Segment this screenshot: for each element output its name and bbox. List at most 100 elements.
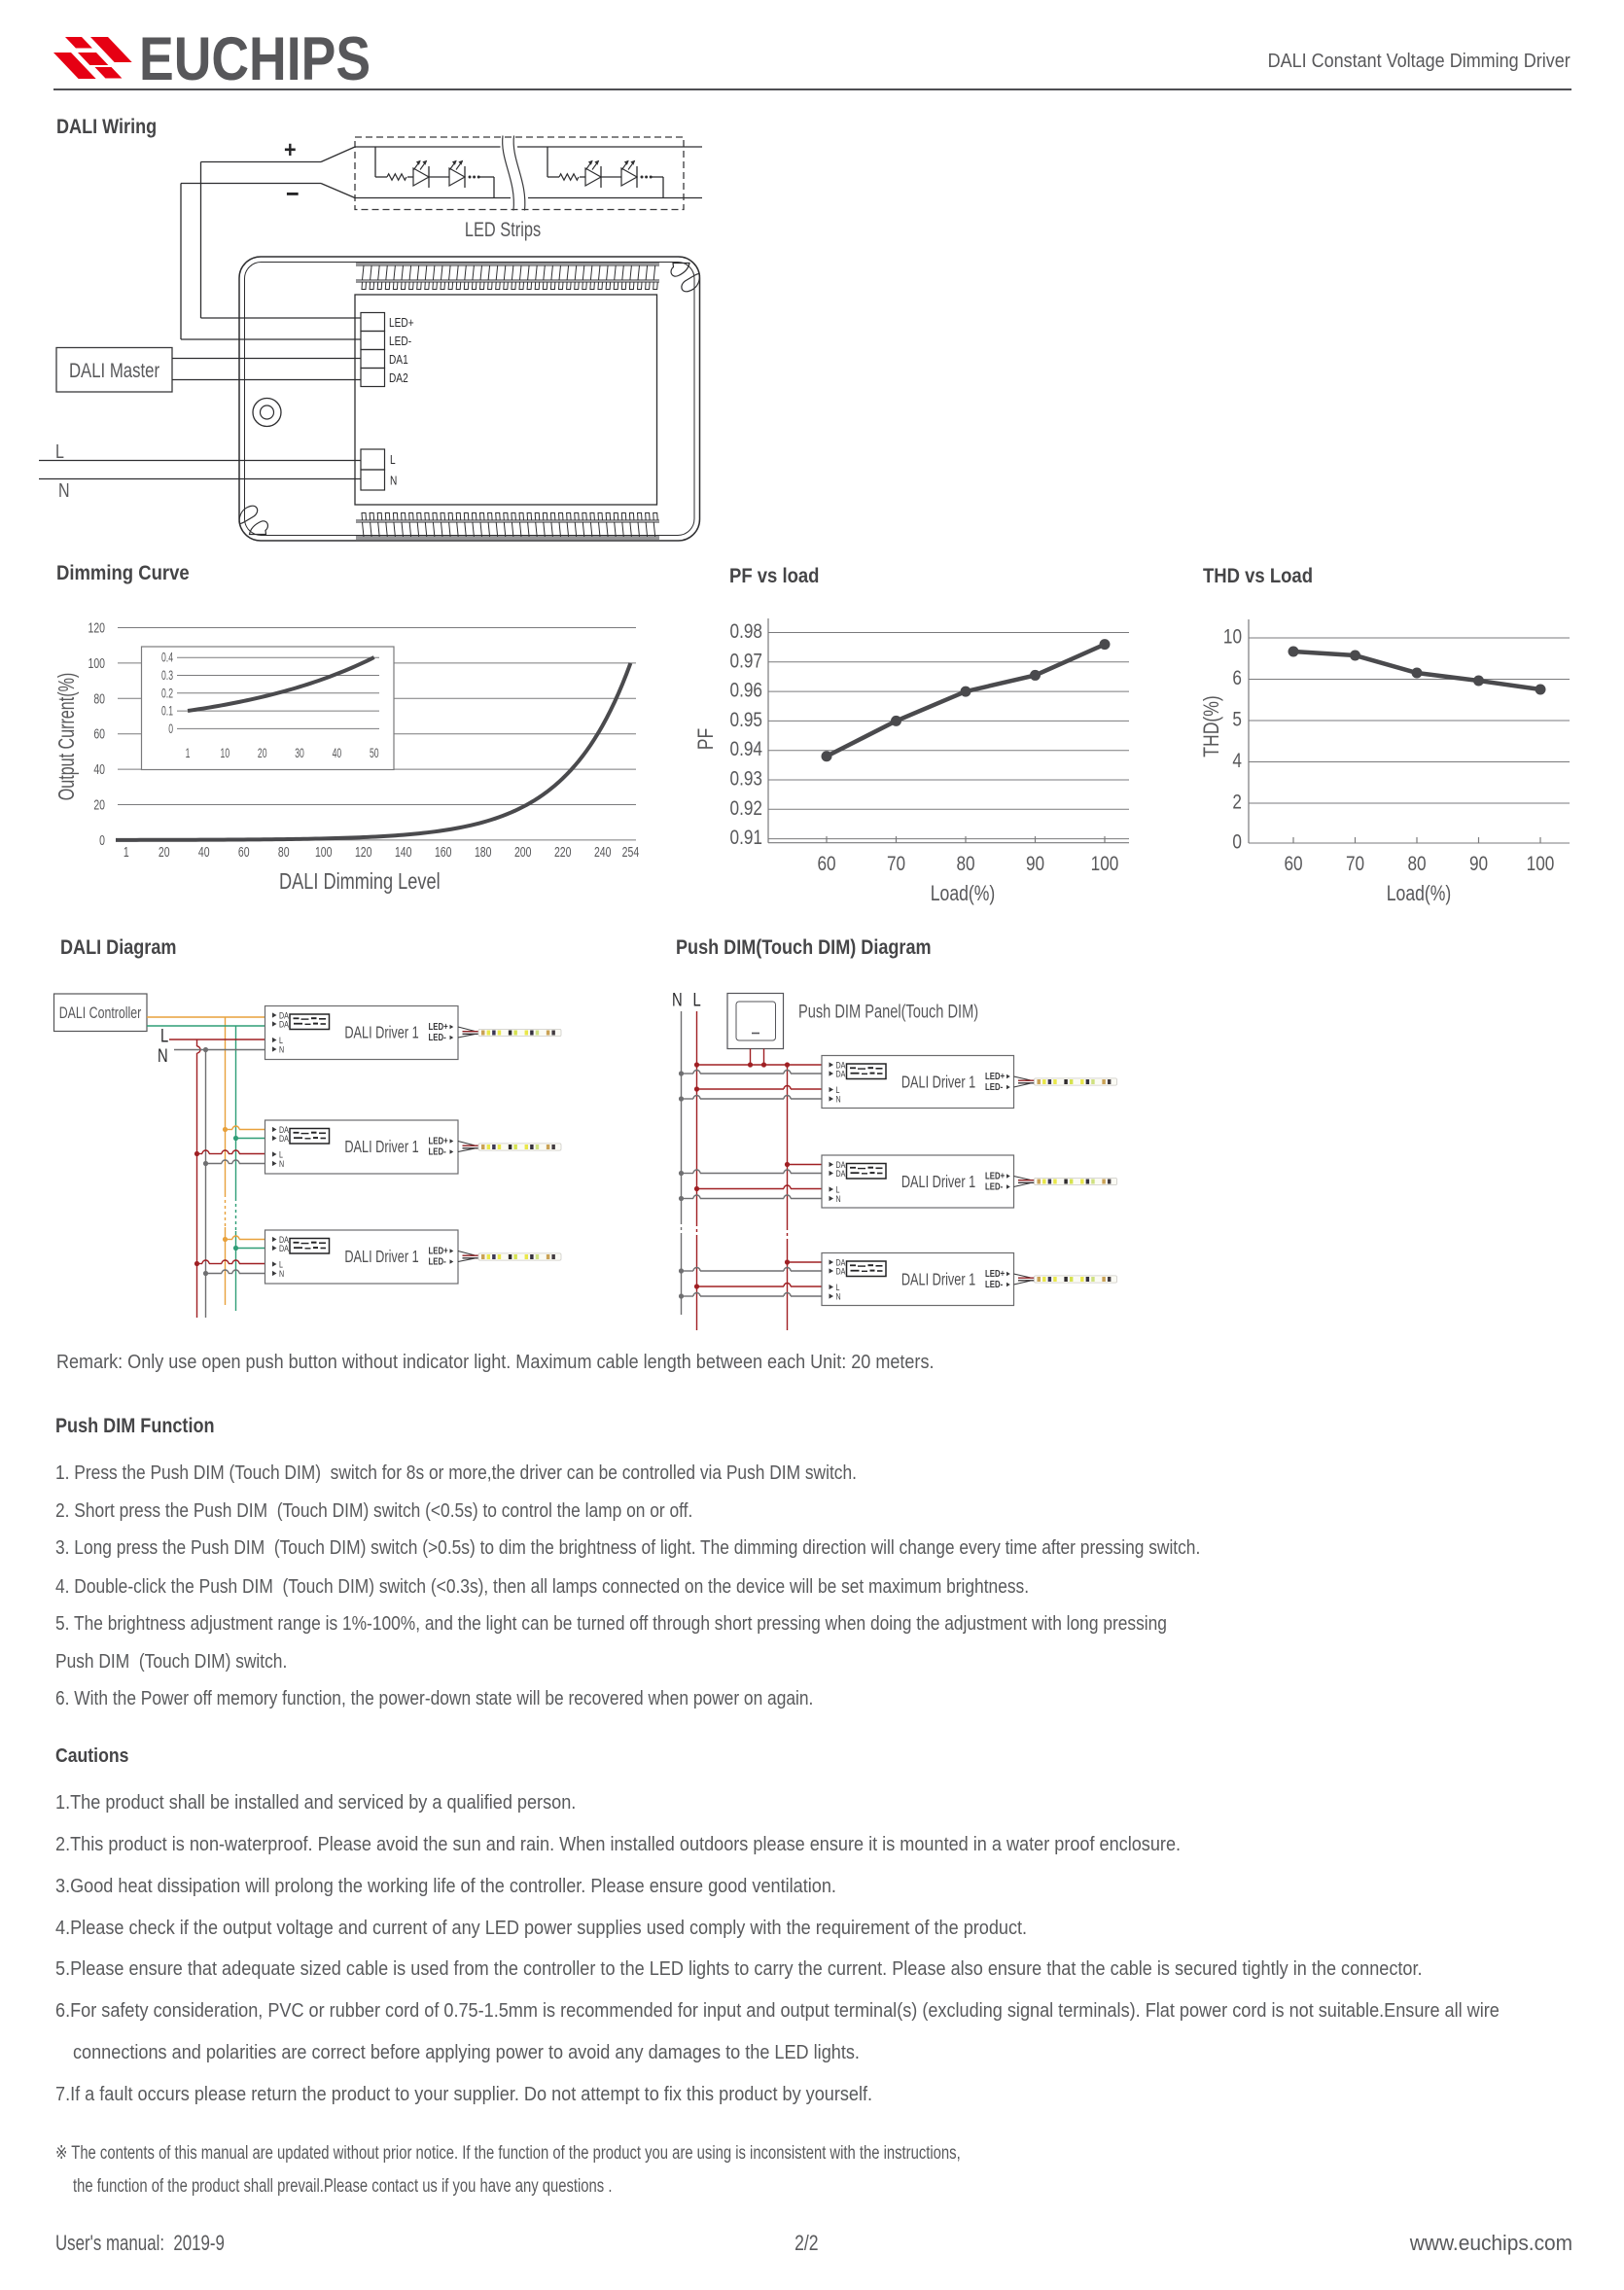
svg-text:DA: DA (836, 1168, 846, 1179)
svg-text:N: N (158, 1045, 168, 1066)
svg-text:N: N (672, 990, 683, 1010)
svg-text:N: N (836, 1093, 841, 1104)
svg-text:DA: DA (279, 1018, 289, 1029)
svg-text:254: 254 (622, 843, 640, 860)
svg-text:0.2: 0.2 (161, 687, 173, 701)
svg-text:PF: PF (694, 728, 718, 750)
svg-text:DALI Driver 1: DALI Driver 1 (901, 1074, 975, 1092)
svg-text:100: 100 (1091, 852, 1119, 875)
svg-text:LED-: LED- (429, 1146, 446, 1157)
svg-text:L: L (693, 990, 701, 1010)
svg-text:LED-: LED- (985, 1081, 1003, 1092)
svg-text:80: 80 (956, 852, 974, 875)
svg-text:DA: DA (836, 1159, 846, 1170)
svg-text:DA: DA (836, 1256, 846, 1267)
svg-text:80: 80 (278, 843, 290, 860)
svg-text:1: 1 (186, 747, 191, 760)
svg-text:N: N (836, 1290, 841, 1301)
svg-text:DALI Controller: DALI Controller (59, 1004, 142, 1022)
svg-text:5: 5 (1232, 708, 1242, 731)
svg-text:90: 90 (1026, 852, 1044, 875)
svg-text:60: 60 (817, 852, 835, 875)
svg-text:LED+: LED+ (389, 316, 414, 330)
svg-text:120: 120 (88, 619, 105, 636)
svg-text:LED Strips: LED Strips (465, 218, 541, 240)
svg-text:0: 0 (168, 722, 173, 736)
svg-text:180: 180 (475, 843, 492, 860)
svg-text:DALI Driver 1: DALI Driver 1 (344, 1138, 418, 1156)
svg-text:+: + (284, 136, 297, 162)
svg-text:N: N (279, 1158, 284, 1169)
svg-text:N: N (390, 474, 397, 487)
svg-text:DA1: DA1 (389, 353, 408, 367)
svg-text:100: 100 (1527, 852, 1555, 875)
svg-text:20: 20 (93, 796, 105, 813)
svg-text:Output Current(%): Output Current(%) (54, 673, 79, 800)
svg-text:20: 20 (258, 747, 267, 760)
svg-text:50: 50 (370, 747, 379, 760)
svg-text:N: N (279, 1043, 284, 1054)
svg-text:100: 100 (315, 843, 333, 860)
svg-text:DA: DA (279, 1234, 289, 1245)
svg-text:DA: DA (836, 1265, 846, 1276)
svg-text:DALI Driver 1: DALI Driver 1 (901, 1173, 975, 1191)
svg-text:6: 6 (1232, 666, 1242, 689)
svg-text:N: N (58, 479, 70, 501)
svg-text:L: L (279, 1148, 283, 1159)
svg-text:20: 20 (159, 843, 170, 860)
svg-text:DA: DA (279, 1243, 289, 1253)
svg-text:LED+: LED+ (985, 1071, 1005, 1081)
svg-text:LED-: LED- (985, 1181, 1003, 1192)
svg-text:DA2: DA2 (389, 371, 408, 385)
svg-text:0.91: 0.91 (730, 826, 762, 849)
svg-text:0.98: 0.98 (730, 619, 762, 643)
svg-text:LED+: LED+ (985, 1268, 1005, 1279)
svg-text:LED+: LED+ (429, 1246, 448, 1256)
svg-text:10: 10 (221, 747, 230, 760)
svg-text:100: 100 (88, 654, 105, 671)
svg-text:−: − (286, 181, 300, 208)
svg-text:1: 1 (124, 843, 129, 860)
svg-text:DA: DA (836, 1068, 846, 1078)
svg-text:0.93: 0.93 (730, 767, 762, 791)
svg-text:DA: DA (279, 1009, 289, 1020)
svg-text:0: 0 (99, 831, 105, 848)
svg-text:60: 60 (93, 725, 105, 742)
svg-text:0.97: 0.97 (730, 650, 762, 673)
svg-text:LED+: LED+ (429, 1021, 448, 1032)
svg-text:Load(%): Load(%) (1387, 882, 1451, 905)
svg-text:DALI Driver 1: DALI Driver 1 (344, 1024, 418, 1042)
svg-text:DA: DA (279, 1133, 289, 1144)
svg-text:DALI Driver 1: DALI Driver 1 (901, 1271, 975, 1289)
svg-text:DALI Master: DALI Master (69, 360, 160, 382)
svg-text:LED+: LED+ (985, 1171, 1005, 1181)
svg-text:160: 160 (435, 843, 452, 860)
svg-text:120: 120 (355, 843, 372, 860)
svg-text:0.1: 0.1 (161, 705, 173, 719)
svg-text:60: 60 (1284, 852, 1302, 875)
svg-text:THD(%): THD(%) (1200, 695, 1223, 757)
svg-text:80: 80 (1407, 852, 1426, 875)
svg-text:70: 70 (1346, 852, 1364, 875)
svg-text:DALI Driver 1: DALI Driver 1 (344, 1248, 418, 1266)
svg-text:0: 0 (1232, 830, 1242, 854)
svg-text:Push DIM Panel(Touch DIM): Push DIM Panel(Touch DIM) (798, 1000, 978, 1022)
svg-text:L: L (160, 1026, 168, 1046)
svg-text:L: L (55, 440, 64, 462)
svg-text:L: L (836, 1282, 840, 1292)
svg-text:220: 220 (554, 843, 572, 860)
svg-text:30: 30 (295, 747, 304, 760)
svg-text:60: 60 (238, 843, 250, 860)
svg-text:L: L (390, 453, 396, 467)
svg-text:L: L (279, 1258, 283, 1269)
svg-text:Load(%): Load(%) (931, 882, 995, 905)
svg-text:40: 40 (198, 843, 210, 860)
svg-text:LED+: LED+ (429, 1136, 448, 1146)
svg-text:L: L (279, 1035, 283, 1045)
svg-text:4: 4 (1232, 749, 1242, 772)
svg-text:LED-: LED- (389, 335, 411, 348)
svg-text:L: L (836, 1084, 840, 1095)
svg-text:2: 2 (1232, 791, 1242, 814)
svg-text:0.96: 0.96 (730, 679, 762, 702)
svg-text:80: 80 (93, 689, 105, 706)
